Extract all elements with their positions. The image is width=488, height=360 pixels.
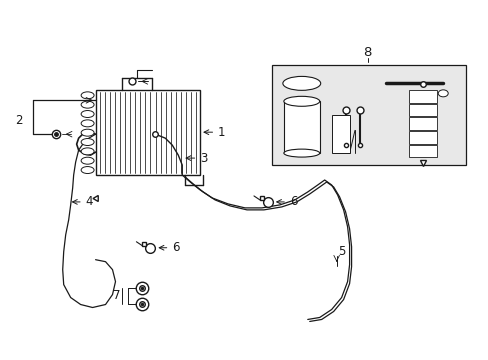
Text: 1: 1 [203, 126, 225, 139]
Ellipse shape [282, 76, 320, 90]
Ellipse shape [81, 157, 94, 164]
Ellipse shape [81, 129, 94, 136]
Text: 8: 8 [363, 46, 371, 59]
Bar [271, 66, 465, 165]
Ellipse shape [437, 90, 447, 97]
Text: 4: 4 [72, 195, 93, 208]
Ellipse shape [81, 111, 94, 117]
Text: 5: 5 [337, 245, 345, 258]
Bar [408, 117, 436, 130]
Ellipse shape [283, 149, 319, 157]
Text: 3: 3 [186, 152, 207, 165]
Text: 6: 6 [159, 241, 180, 254]
Ellipse shape [81, 120, 94, 127]
Ellipse shape [283, 96, 319, 106]
Bar [408, 144, 436, 157]
Bar [408, 131, 436, 144]
Bar [408, 104, 436, 116]
Bar [95, 90, 200, 175]
Ellipse shape [81, 92, 94, 99]
Ellipse shape [81, 167, 94, 174]
Ellipse shape [81, 101, 94, 108]
Bar [408, 90, 436, 103]
Ellipse shape [81, 148, 94, 155]
Text: 6: 6 [276, 195, 297, 208]
Ellipse shape [81, 139, 94, 145]
Bar [283, 101, 319, 153]
Text: 2: 2 [15, 114, 22, 127]
Bar [331, 115, 349, 153]
Text: 7: 7 [113, 289, 120, 302]
